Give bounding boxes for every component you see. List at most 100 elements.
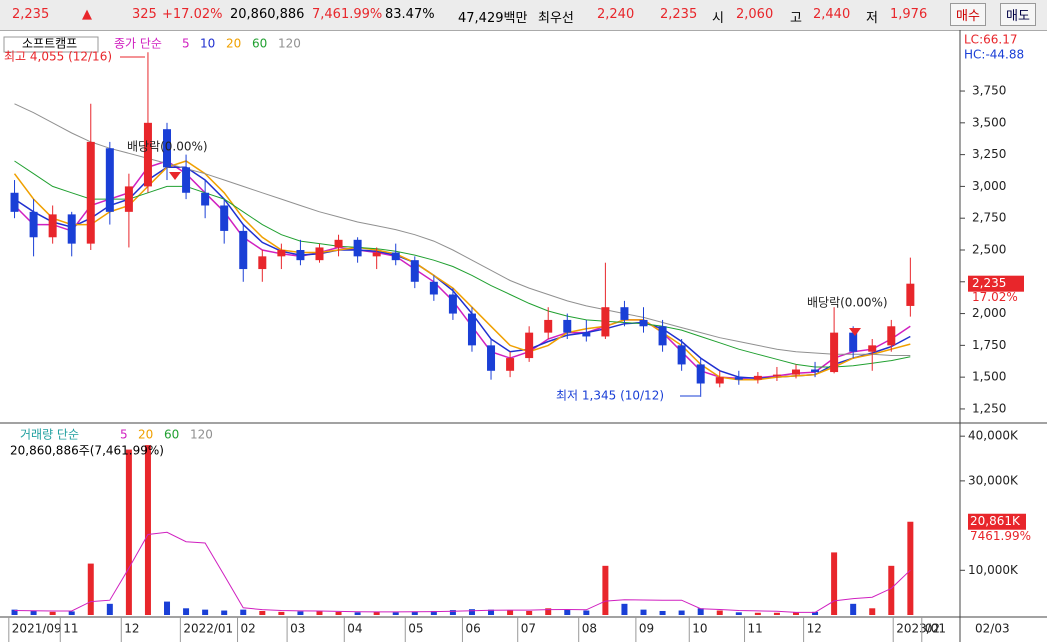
x-tick-label: 10 [692, 622, 707, 636]
candle-body [163, 129, 172, 168]
y-tick-label: 2,000 [972, 306, 1006, 320]
candle-body [391, 252, 400, 261]
candle-body [220, 205, 229, 231]
candle-body [372, 252, 381, 257]
low: 1,976 [890, 7, 928, 22]
x-tick-label: 12 [807, 622, 822, 636]
volume-bar [640, 609, 647, 615]
candle-body [105, 148, 114, 212]
volume-bar [354, 612, 361, 615]
x-tick-label: 12 [124, 622, 139, 636]
volume: 20,860,886 [230, 7, 305, 22]
x-tick-label: 2023/01 [896, 622, 946, 636]
legend-entry: 5 [120, 428, 128, 442]
volume-bar [335, 611, 342, 615]
candle-body [791, 369, 800, 375]
last-volume-box [968, 513, 1026, 530]
volume-bar [621, 603, 628, 615]
volume-summary: 20,860,886주(7,461.99%) [10, 444, 164, 458]
volume-bar [850, 603, 857, 615]
ma-line [13, 160, 911, 381]
x-tick-label: 11 [748, 622, 763, 636]
volume-bar [278, 611, 285, 615]
x-tick-label: 2022/01 [183, 622, 233, 636]
x-tick-label: 2021/09 [12, 622, 62, 636]
ma-line [14, 166, 911, 380]
legend-entry: 20 [226, 37, 241, 51]
candle-body [10, 192, 19, 212]
candle-body [639, 319, 648, 327]
candle-body [48, 214, 57, 238]
buy-button[interactable]: 매수 [950, 3, 986, 26]
candle-body [772, 374, 781, 376]
volume-bar [792, 612, 799, 615]
candle-body [601, 307, 610, 337]
y-tick-label: 2,500 [972, 242, 1006, 256]
legend-entry: 120 [278, 37, 301, 51]
candle-body [410, 260, 419, 282]
candle-body [429, 281, 438, 295]
candle-body [315, 247, 324, 261]
y-tick-label: 10,000K [968, 563, 1019, 577]
y-tick-label: 3,500 [972, 115, 1006, 129]
candle-body [239, 230, 248, 270]
volume-bar [907, 521, 914, 615]
dividend-marker [849, 328, 861, 336]
volume-bar [11, 609, 18, 615]
volume-bar [68, 611, 75, 615]
legend-entry: 20 [138, 428, 153, 442]
volume-bar [449, 610, 456, 615]
volume-bar [678, 610, 685, 615]
volume-bar [697, 608, 704, 615]
sell-button[interactable]: 매도 [1000, 3, 1036, 26]
volume-bar [106, 603, 113, 615]
volume-bar [221, 610, 228, 615]
quote-bar: 2,235 ▲ 325 +17.02% 20,860,886 7,461.99%… [0, 0, 1047, 31]
candle-body [620, 307, 629, 320]
candle-body [658, 326, 667, 346]
best-bid: 2,235 [660, 7, 698, 22]
candle-body [353, 239, 362, 257]
volume-bar [773, 612, 780, 615]
volume-bar [164, 601, 171, 615]
legend-entry: 10 [200, 37, 215, 51]
volume-bar [754, 612, 761, 615]
annotation: 최저 1,345 (10/12) [556, 389, 664, 403]
x-tick-label: 06 [465, 622, 480, 636]
candle-body [277, 249, 286, 257]
candle-body [811, 369, 820, 373]
candle-body [487, 345, 496, 371]
volume-ma-line [14, 531, 911, 613]
volume-bar [831, 552, 838, 615]
y-tick-label: 1,500 [972, 370, 1006, 384]
candle-body [734, 377, 743, 380]
volume-bar [716, 610, 723, 615]
legend-entry: 5 [182, 37, 190, 51]
chart-title: 소프트캠프 [22, 37, 77, 51]
last-pct: 17.02% [972, 290, 1018, 304]
candle-body [887, 326, 896, 346]
volume-bar [888, 565, 895, 615]
legend-entry: 60 [164, 428, 179, 442]
volume-bar [545, 608, 552, 615]
x-tick-label: 11 [63, 622, 78, 636]
price: 2,235 [12, 7, 50, 22]
candle-body [29, 211, 38, 238]
candle-body [201, 192, 210, 206]
annotation: 배당락(0.00%) [127, 140, 208, 154]
y-tick-label: 3,250 [972, 147, 1006, 161]
candle-body [467, 313, 476, 346]
last-price-box [968, 275, 1024, 292]
y-tick-label: 30,000K [968, 473, 1019, 487]
candle-body [563, 319, 572, 333]
volume-bar [30, 610, 37, 615]
volume-bar [735, 612, 742, 615]
volume-bar [297, 611, 304, 615]
ma-line [13, 160, 911, 380]
candle-body [506, 358, 515, 371]
amount: 47,429백만 [458, 11, 528, 26]
ma-line [14, 160, 911, 368]
change-pct: +17.02% [162, 7, 223, 22]
hc-label: HC:-44.88 [964, 48, 1024, 62]
candle-body [868, 345, 877, 352]
